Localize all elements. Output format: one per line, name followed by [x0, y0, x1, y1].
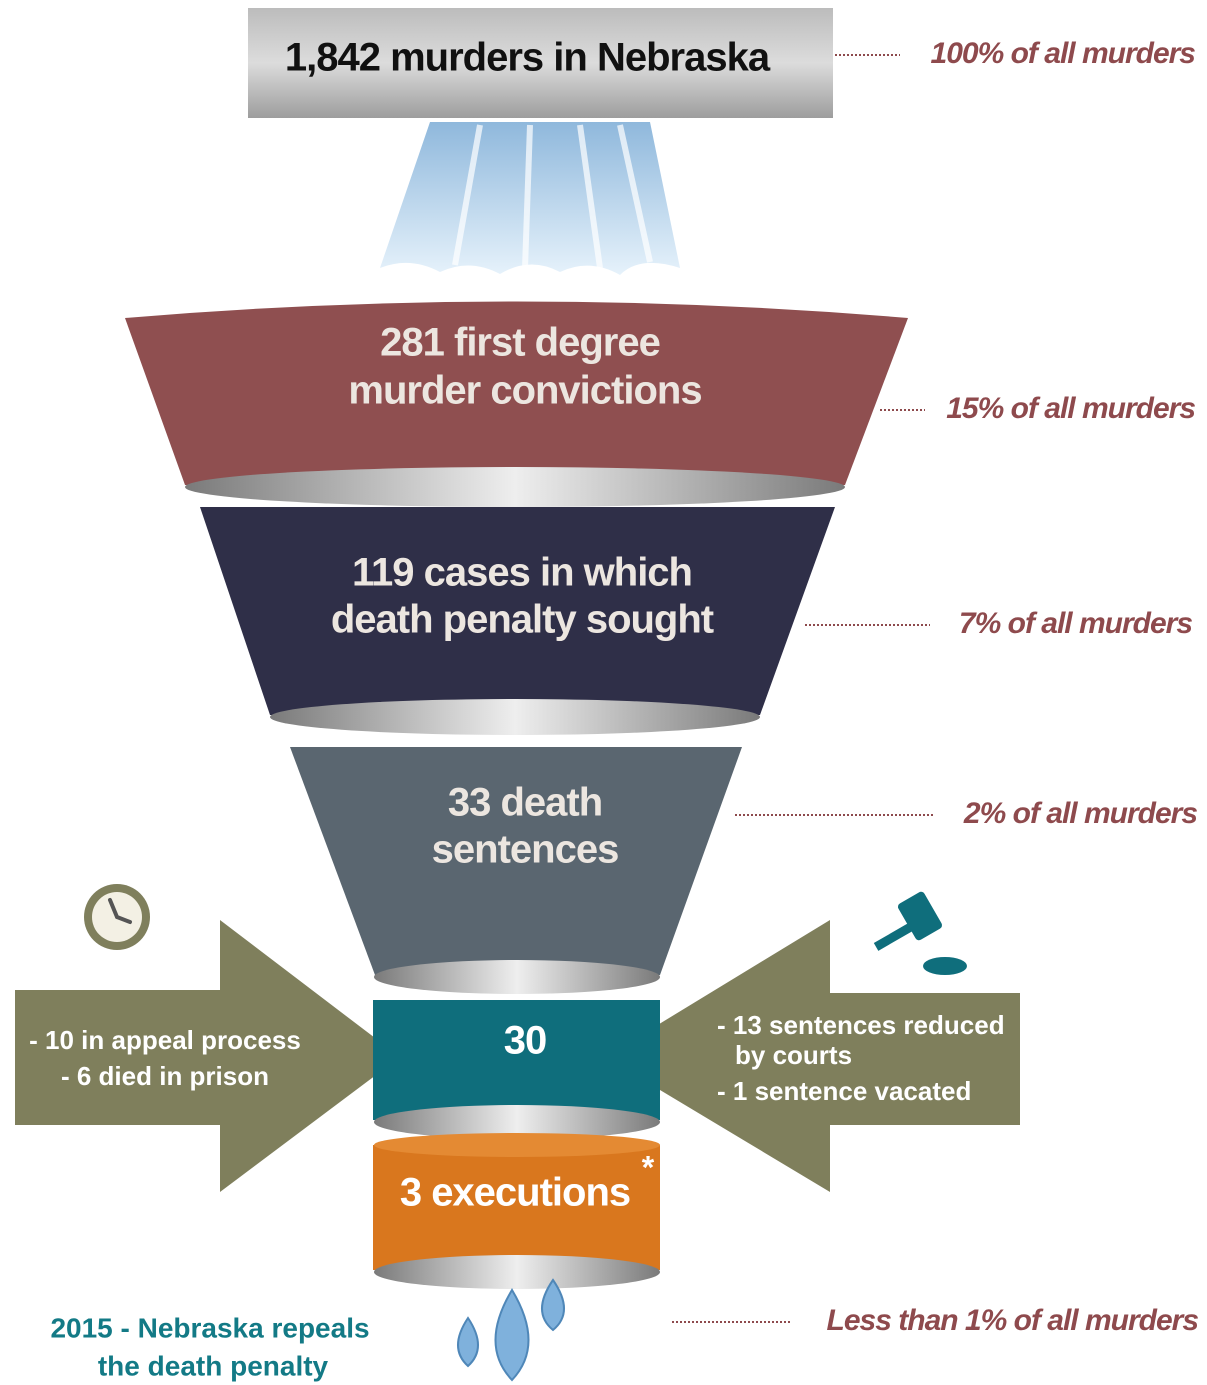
- right-arrow: [605, 920, 1020, 1192]
- arrow-text: - 1 sentence vacated: [717, 1076, 971, 1106]
- drop: [541, 1278, 565, 1332]
- stage-text: 281 first degree: [380, 321, 660, 365]
- gavel-icon: [873, 891, 967, 975]
- stage-text: 3 executions: [400, 1171, 630, 1215]
- funnel-top: [374, 1133, 660, 1157]
- stage-text: sentences: [432, 828, 619, 872]
- clock-hands: [108, 898, 132, 924]
- left-arrow: [15, 920, 400, 1192]
- stage-text: 119 cases in which: [352, 551, 692, 595]
- funnel-stage: [200, 507, 835, 715]
- funnel-rim: [185, 467, 845, 507]
- water-highlights: [452, 124, 653, 269]
- drop: [494, 1288, 530, 1382]
- stage-text: 30: [504, 1019, 547, 1063]
- drop: [457, 1316, 479, 1368]
- note: Less than 1% of all murders: [827, 1304, 1199, 1337]
- funnel-stage: [373, 1000, 660, 1120]
- footer-text: 2015 - Nebraska repeals: [50, 1312, 369, 1343]
- top-label: 1,842 murders in Nebraska: [285, 36, 771, 80]
- funnel-stage: [290, 747, 742, 975]
- funnel-stage: [125, 301, 908, 485]
- funnel-rim: [374, 960, 660, 994]
- stage-text: murder convictions: [348, 369, 701, 413]
- arrow-text: - 6 died in prison: [61, 1061, 269, 1091]
- arrow-text: - 10 in appeal process: [29, 1025, 301, 1055]
- footer-text: the death penalty: [98, 1350, 329, 1381]
- top-box: [248, 8, 833, 118]
- funnel-rim: [374, 1255, 660, 1289]
- funnel-stage: [373, 1145, 660, 1270]
- funnel-rim: [270, 699, 760, 735]
- asterisk: *: [642, 1149, 655, 1185]
- arrow-text: - 13 sentences reduced: [717, 1010, 1005, 1040]
- stage-text: death penalty sought: [331, 598, 714, 642]
- note: 100% of all murders: [931, 37, 1196, 70]
- note: 2% of all murders: [963, 797, 1197, 830]
- funnel-rim: [374, 1105, 660, 1139]
- arrow-text: by courts: [735, 1040, 852, 1070]
- stage-text: 33 death: [448, 781, 602, 825]
- note: 15% of all murders: [946, 392, 1195, 425]
- note: 7% of all murders: [959, 607, 1192, 640]
